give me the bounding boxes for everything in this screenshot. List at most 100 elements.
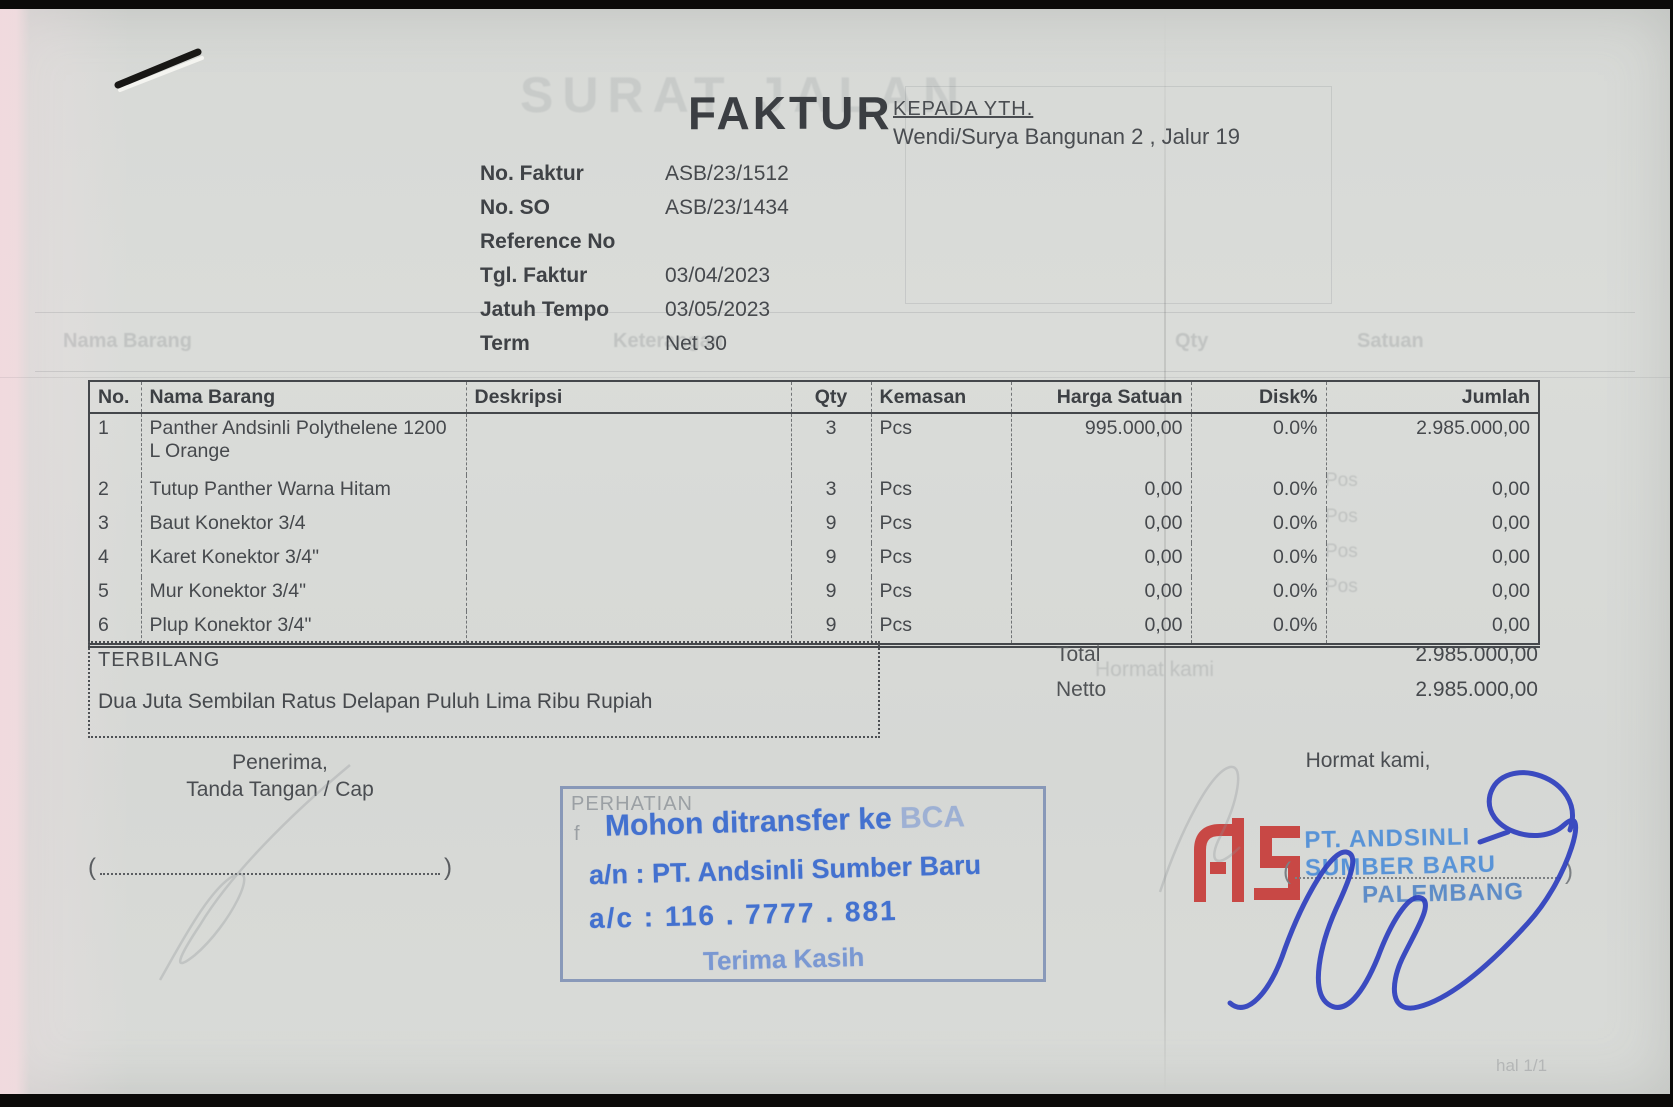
cell-harga: 0,00	[1010, 611, 1191, 645]
invoice-title: FAKTUR	[688, 87, 893, 139]
attention-box: PERHATIAN f Mohon ditransfer ke BCA a/n …	[560, 786, 1046, 982]
recipient-name: Wendi/Surya Bangunan 2 , Jalur 19	[893, 124, 1240, 149]
ghost-col-satuan: Satuan	[1357, 330, 1424, 352]
cell-disk: 0.0%	[1190, 577, 1326, 611]
cell-deskripsi	[465, 543, 791, 577]
meta-row: No. Faktur ASB/23/1512	[480, 162, 1100, 196]
ghost-watermark-surat-jalan: SURAT JALAN	[520, 67, 969, 123]
header-kemasan: Kemasan	[870, 381, 1011, 414]
table-row: 1 Panther Andsinli Polythelene 1200 L Or…	[89, 413, 1539, 475]
ghost-box-outline	[905, 86, 1332, 304]
cell-no: 5	[98, 580, 109, 602]
cell-qty: 9	[790, 577, 871, 611]
paper-horizontal-crease	[0, 377, 1670, 378]
perhatian-printed-label: PERHATIAN	[571, 793, 693, 815]
hormat-kami-label: Hormat kami,	[1305, 749, 1431, 772]
meta-label-term: Term	[480, 332, 530, 355]
table-row: 4 Karet Konektor 3/4" 9 Pcs 0,00 0.0% 0,…	[89, 543, 1539, 577]
cell-nama: Plup Konektor 3/4"	[140, 611, 466, 645]
cell-deskripsi	[465, 611, 791, 645]
cell-no: 2	[98, 478, 109, 500]
dotted-line	[100, 873, 440, 875]
terbilang-box: TERBILANG Dua Juta Sembilan Ratus Delapa…	[88, 641, 880, 738]
cell-kemasan: Pcs	[870, 509, 1011, 543]
company-logo-red-stamp	[1194, 818, 1300, 902]
cell-jumlah: 0,00	[1325, 509, 1539, 543]
transfer-stamp-line2: a/n : PT. Andsinli Sumber Baru	[588, 849, 982, 891]
cell-harga: 0,00	[1010, 509, 1191, 543]
meta-value-no-so: ASB/23/1434	[665, 196, 789, 219]
paper-tear-mark	[114, 48, 204, 92]
netto-label: Netto	[1056, 678, 1107, 701]
ghost-col-qty: Qty	[1175, 330, 1209, 352]
cell-harga: 0,00	[1010, 577, 1191, 611]
cell-qty: 9	[790, 611, 871, 645]
cell-kemasan: Pcs	[870, 577, 1011, 611]
dotted-line	[1295, 877, 1561, 879]
cell-deskripsi	[465, 509, 791, 543]
meta-row: Tgl. Faktur 03/04/2023	[480, 264, 1100, 298]
transfer-stamp-line4: Terima Kasih	[702, 941, 865, 977]
paper-left-tint	[0, 9, 130, 1094]
meta-value-tgl-faktur: 03/04/2023	[665, 264, 771, 287]
cell-harga: 0,00	[1010, 475, 1191, 509]
cell-no: 6	[98, 614, 109, 636]
meta-label-no-so: No. SO	[480, 196, 551, 219]
recipient-label: KEPADA YTH.	[893, 98, 1034, 120]
cell-disk: 0.0%	[1190, 543, 1326, 577]
left-signature-line: ( )	[88, 854, 452, 882]
terbilang-text: Dua Juta Sembilan Ratus Delapan Puluh Li…	[98, 690, 653, 713]
cell-disk: 0.0%	[1190, 475, 1326, 509]
terbilang-label: TERBILANG	[98, 649, 221, 671]
cell-qty: 3	[790, 413, 871, 475]
cell-harga: 0,00	[1010, 543, 1191, 577]
cell-deskripsi	[465, 475, 791, 509]
cell-deskripsi	[465, 413, 791, 475]
pen-signature	[1227, 770, 1579, 1011]
cell-disk: 0.0%	[1190, 509, 1326, 543]
header-harga-satuan: Harga Satuan	[1010, 381, 1191, 414]
cell-no: 3	[98, 512, 109, 534]
transfer-stamp-bank: BCA	[899, 800, 966, 835]
paren-close: )	[1565, 858, 1573, 885]
cell-nama: Karet Konektor 3/4"	[140, 543, 466, 577]
ghost-col-nama-barang: Nama Barang	[63, 330, 192, 352]
cell-kemasan: Pcs	[870, 543, 1011, 577]
meta-row: No. SO ASB/23/1434	[480, 196, 1100, 230]
cell-kemasan: Pcs	[870, 475, 1011, 509]
cell-qty: 9	[790, 509, 871, 543]
cell-kemasan: Pcs	[870, 413, 1011, 475]
meta-label-no-faktur: No. Faktur	[480, 162, 584, 185]
table-row: 2 Tutup Panther Warna Hitam 3 Pcs 0,00 0…	[89, 475, 1539, 509]
cell-jumlah: 0,00	[1325, 475, 1539, 509]
pencil-scribble-ghost	[158, 764, 351, 981]
table-header-row: No. Nama Barang Deskripsi Qty Kemasan Ha…	[89, 381, 1539, 414]
cell-kemasan: Pcs	[870, 611, 1011, 645]
meta-value-term: Net 30	[665, 332, 727, 355]
meta-label-tgl-faktur: Tgl. Faktur	[480, 264, 588, 287]
right-signature-line: ( )	[1283, 858, 1573, 886]
pencil-scribble-ghost-right	[1158, 765, 1241, 893]
meta-label-reference-no: Reference No	[480, 230, 616, 253]
cell-jumlah: 0,00	[1325, 577, 1539, 611]
total-label: Total	[1056, 643, 1101, 666]
meta-value-no-faktur: ASB/23/1512	[665, 162, 789, 185]
ghost-table-header-band: Nama Barang Keterangan Qty Satuan	[35, 312, 1635, 372]
meta-row: Term Net 30	[480, 332, 1100, 366]
tanda-tangan-cap-label: Tanda Tangan / Cap	[186, 778, 374, 801]
items-table: No. Nama Barang Deskripsi Qty Kemasan Ha…	[88, 380, 1540, 648]
cell-nama: Baut Konektor 3/4	[140, 509, 466, 543]
transfer-stamp-text: Mohon ditransfer ke	[604, 802, 893, 843]
cell-nama: Panther Andsinli Polythelene 1200 L Oran…	[140, 413, 466, 475]
cell-jumlah: 0,00	[1325, 611, 1539, 645]
meta-label-jatuh-tempo: Jatuh Tempo	[480, 298, 610, 321]
perhatian-printed-sub: f	[574, 823, 581, 845]
cell-nama: Tutup Panther Warna Hitam	[140, 475, 466, 509]
cell-qty: 9	[790, 543, 871, 577]
cell-jumlah: 2.985.000,00	[1325, 413, 1539, 475]
meta-row: Reference No	[480, 230, 1100, 264]
table-row: 3 Baut Konektor 3/4 9 Pcs 0,00 0.0% 0,00	[89, 509, 1539, 543]
cell-no: 4	[98, 546, 109, 568]
cell-no: 1	[98, 417, 109, 439]
header-nama-barang: Nama Barang	[140, 381, 466, 414]
